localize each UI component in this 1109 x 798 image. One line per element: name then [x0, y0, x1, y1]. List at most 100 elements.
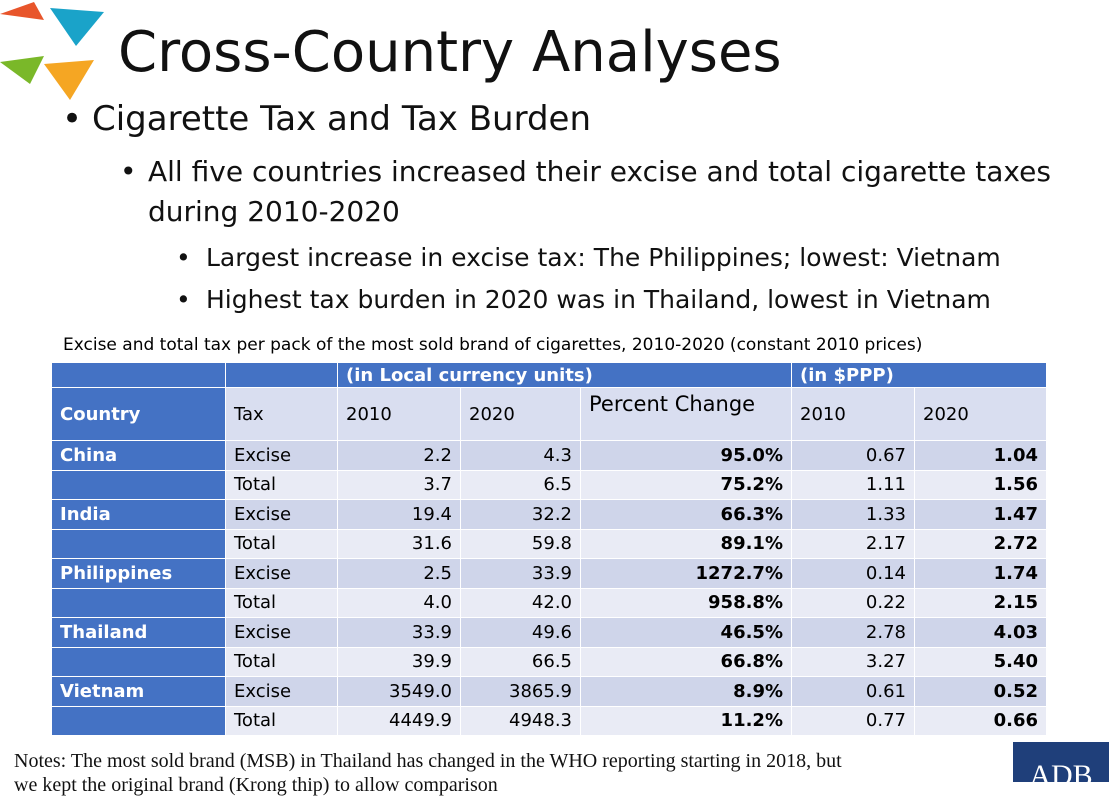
cell-local-2010: 39.9	[337, 646, 461, 677]
cell-ppp-2020: 1.04	[914, 440, 1047, 471]
cell-percent-change: 75.2%	[580, 469, 792, 500]
bullet-level2: • All five countries increased their exc…	[120, 152, 1080, 232]
cell-country: India	[51, 499, 226, 530]
col-header-2020-local: 2020	[460, 387, 581, 441]
cell-tax: Total	[225, 528, 338, 559]
cell-percent-change: 11.2%	[580, 705, 792, 736]
cell-local-2010: 4449.9	[337, 705, 461, 736]
cell-local-2010: 4.0	[337, 587, 461, 618]
cell-country	[51, 469, 226, 500]
cell-local-2020: 42.0	[460, 587, 581, 618]
bullet-dot-icon: •	[62, 99, 83, 139]
table-row: Total 31.6 59.8 89.1% 2.17 2.72	[51, 528, 1047, 559]
cell-percent-change: 89.1%	[580, 528, 792, 559]
cell-ppp-2020: 0.66	[914, 705, 1047, 736]
cell-ppp-2010: 0.67	[791, 440, 915, 471]
cell-local-2010: 2.2	[337, 440, 461, 471]
cell-country	[51, 587, 226, 618]
cell-local-2020: 3865.9	[460, 676, 581, 707]
cell-tax: Excise	[225, 440, 338, 471]
group-header-empty	[225, 362, 338, 388]
cell-tax: Total	[225, 587, 338, 618]
cell-country: Thailand	[51, 617, 226, 648]
cell-tax: Excise	[225, 676, 338, 707]
bullet-level3-text: Highest tax burden in 2020 was in Thaila…	[206, 285, 991, 314]
cell-country	[51, 705, 226, 736]
cell-country: Philippines	[51, 558, 226, 589]
cell-percent-change: 8.9%	[580, 676, 792, 707]
bullet-dot-icon: •	[120, 155, 137, 188]
cell-ppp-2020: 1.74	[914, 558, 1047, 589]
bullet-level3-excise: • Largest increase in excise tax: The Ph…	[176, 240, 1076, 276]
notes-line-1: Notes: The most sold brand (MSB) in Thai…	[14, 750, 842, 772]
cell-ppp-2020: 1.56	[914, 469, 1047, 500]
slide-title: Cross-Country Analyses	[118, 20, 782, 85]
cell-country	[51, 528, 226, 559]
table-row: Vietnam Excise 3549.0 3865.9 8.9% 0.61 0.52	[51, 676, 1047, 707]
table-row: India Excise 19.4 32.2 66.3% 1.33 1.47	[51, 499, 1047, 530]
cell-tax: Excise	[225, 558, 338, 589]
cell-local-2010: 2.5	[337, 558, 461, 589]
cell-ppp-2010: 0.22	[791, 587, 915, 618]
cell-local-2020: 49.6	[460, 617, 581, 648]
group-header-empty	[51, 362, 226, 388]
col-header-percent-change: Percent Change	[580, 387, 792, 441]
cell-local-2020: 32.2	[460, 499, 581, 530]
cell-ppp-2020: 4.03	[914, 617, 1047, 648]
cell-tax: Excise	[225, 617, 338, 648]
cell-tax: Total	[225, 646, 338, 677]
table-row: Total 4449.9 4948.3 11.2% 0.77 0.66	[51, 705, 1047, 736]
cell-country	[51, 646, 226, 677]
cell-ppp-2020: 5.40	[914, 646, 1047, 677]
cell-country: China	[51, 440, 226, 471]
cell-local-2020: 6.5	[460, 469, 581, 500]
table-row: Total 3.7 6.5 75.2% 1.11 1.56	[51, 469, 1047, 500]
cell-ppp-2010: 0.77	[791, 705, 915, 736]
cell-local-2020: 33.9	[460, 558, 581, 589]
table-column-header-row: Country Tax 2010 2020 Percent Change 201…	[51, 387, 1047, 441]
adb-logo: ADB	[1013, 742, 1109, 792]
group-header-ppp: (in $PPP)	[791, 362, 1047, 388]
table-row: Total 4.0 42.0 958.8% 0.22 2.15	[51, 587, 1047, 618]
cell-percent-change: 1272.7%	[580, 558, 792, 589]
col-header-2020-ppp: 2020	[914, 387, 1047, 441]
cell-tax: Total	[225, 469, 338, 500]
bullet-dot-icon: •	[176, 243, 191, 272]
cell-percent-change: 958.8%	[580, 587, 792, 618]
cell-ppp-2010: 2.78	[791, 617, 915, 648]
table-caption: Excise and total tax per pack of the mos…	[63, 335, 923, 355]
tax-table: (in Local currency units) (in $PPP) Coun…	[51, 362, 1047, 736]
cell-local-2010: 31.6	[337, 528, 461, 559]
bullet-dot-icon: •	[176, 285, 191, 314]
bullet-level3-text: Largest increase in excise tax: The Phil…	[206, 243, 1001, 272]
table-row: Total 39.9 66.5 66.8% 3.27 5.40	[51, 646, 1047, 677]
cell-local-2010: 3549.0	[337, 676, 461, 707]
cell-local-2010: 19.4	[337, 499, 461, 530]
col-header-2010-local: 2010	[337, 387, 461, 441]
table-row: Thailand Excise 33.9 49.6 46.5% 2.78 4.03	[51, 617, 1047, 648]
cell-ppp-2010: 3.27	[791, 646, 915, 677]
cell-local-2020: 4.3	[460, 440, 581, 471]
organization-logo-icon	[0, 2, 104, 100]
bullet-level3-burden: • Highest tax burden in 2020 was in Thai…	[176, 282, 1076, 318]
cell-ppp-2020: 2.15	[914, 587, 1047, 618]
table-row: Philippines Excise 2.5 33.9 1272.7% 0.14 1.74	[51, 558, 1047, 589]
cell-local-2020: 59.8	[460, 528, 581, 559]
cell-ppp-2010: 0.61	[791, 676, 915, 707]
cell-country: Vietnam	[51, 676, 226, 707]
cell-local-2010: 33.9	[337, 617, 461, 648]
cell-ppp-2010: 0.14	[791, 558, 915, 589]
col-header-2010-ppp: 2010	[791, 387, 915, 441]
cell-percent-change: 66.3%	[580, 499, 792, 530]
cell-ppp-2010: 1.33	[791, 499, 915, 530]
cell-ppp-2010: 1.11	[791, 469, 915, 500]
bullet-level1: • Cigarette Tax and Tax Burden	[62, 96, 591, 142]
cell-percent-change: 46.5%	[580, 617, 792, 648]
cell-ppp-2020: 2.72	[914, 528, 1047, 559]
cell-local-2020: 66.5	[460, 646, 581, 677]
table-row: China Excise 2.2 4.3 95.0% 0.67 1.04	[51, 440, 1047, 471]
group-header-local: (in Local currency units)	[337, 362, 792, 388]
table-group-header-row: (in Local currency units) (in $PPP)	[51, 362, 1047, 388]
notes-line-2: we kept the original brand (Krong thip) …	[14, 774, 498, 796]
cell-local-2010: 3.7	[337, 469, 461, 500]
